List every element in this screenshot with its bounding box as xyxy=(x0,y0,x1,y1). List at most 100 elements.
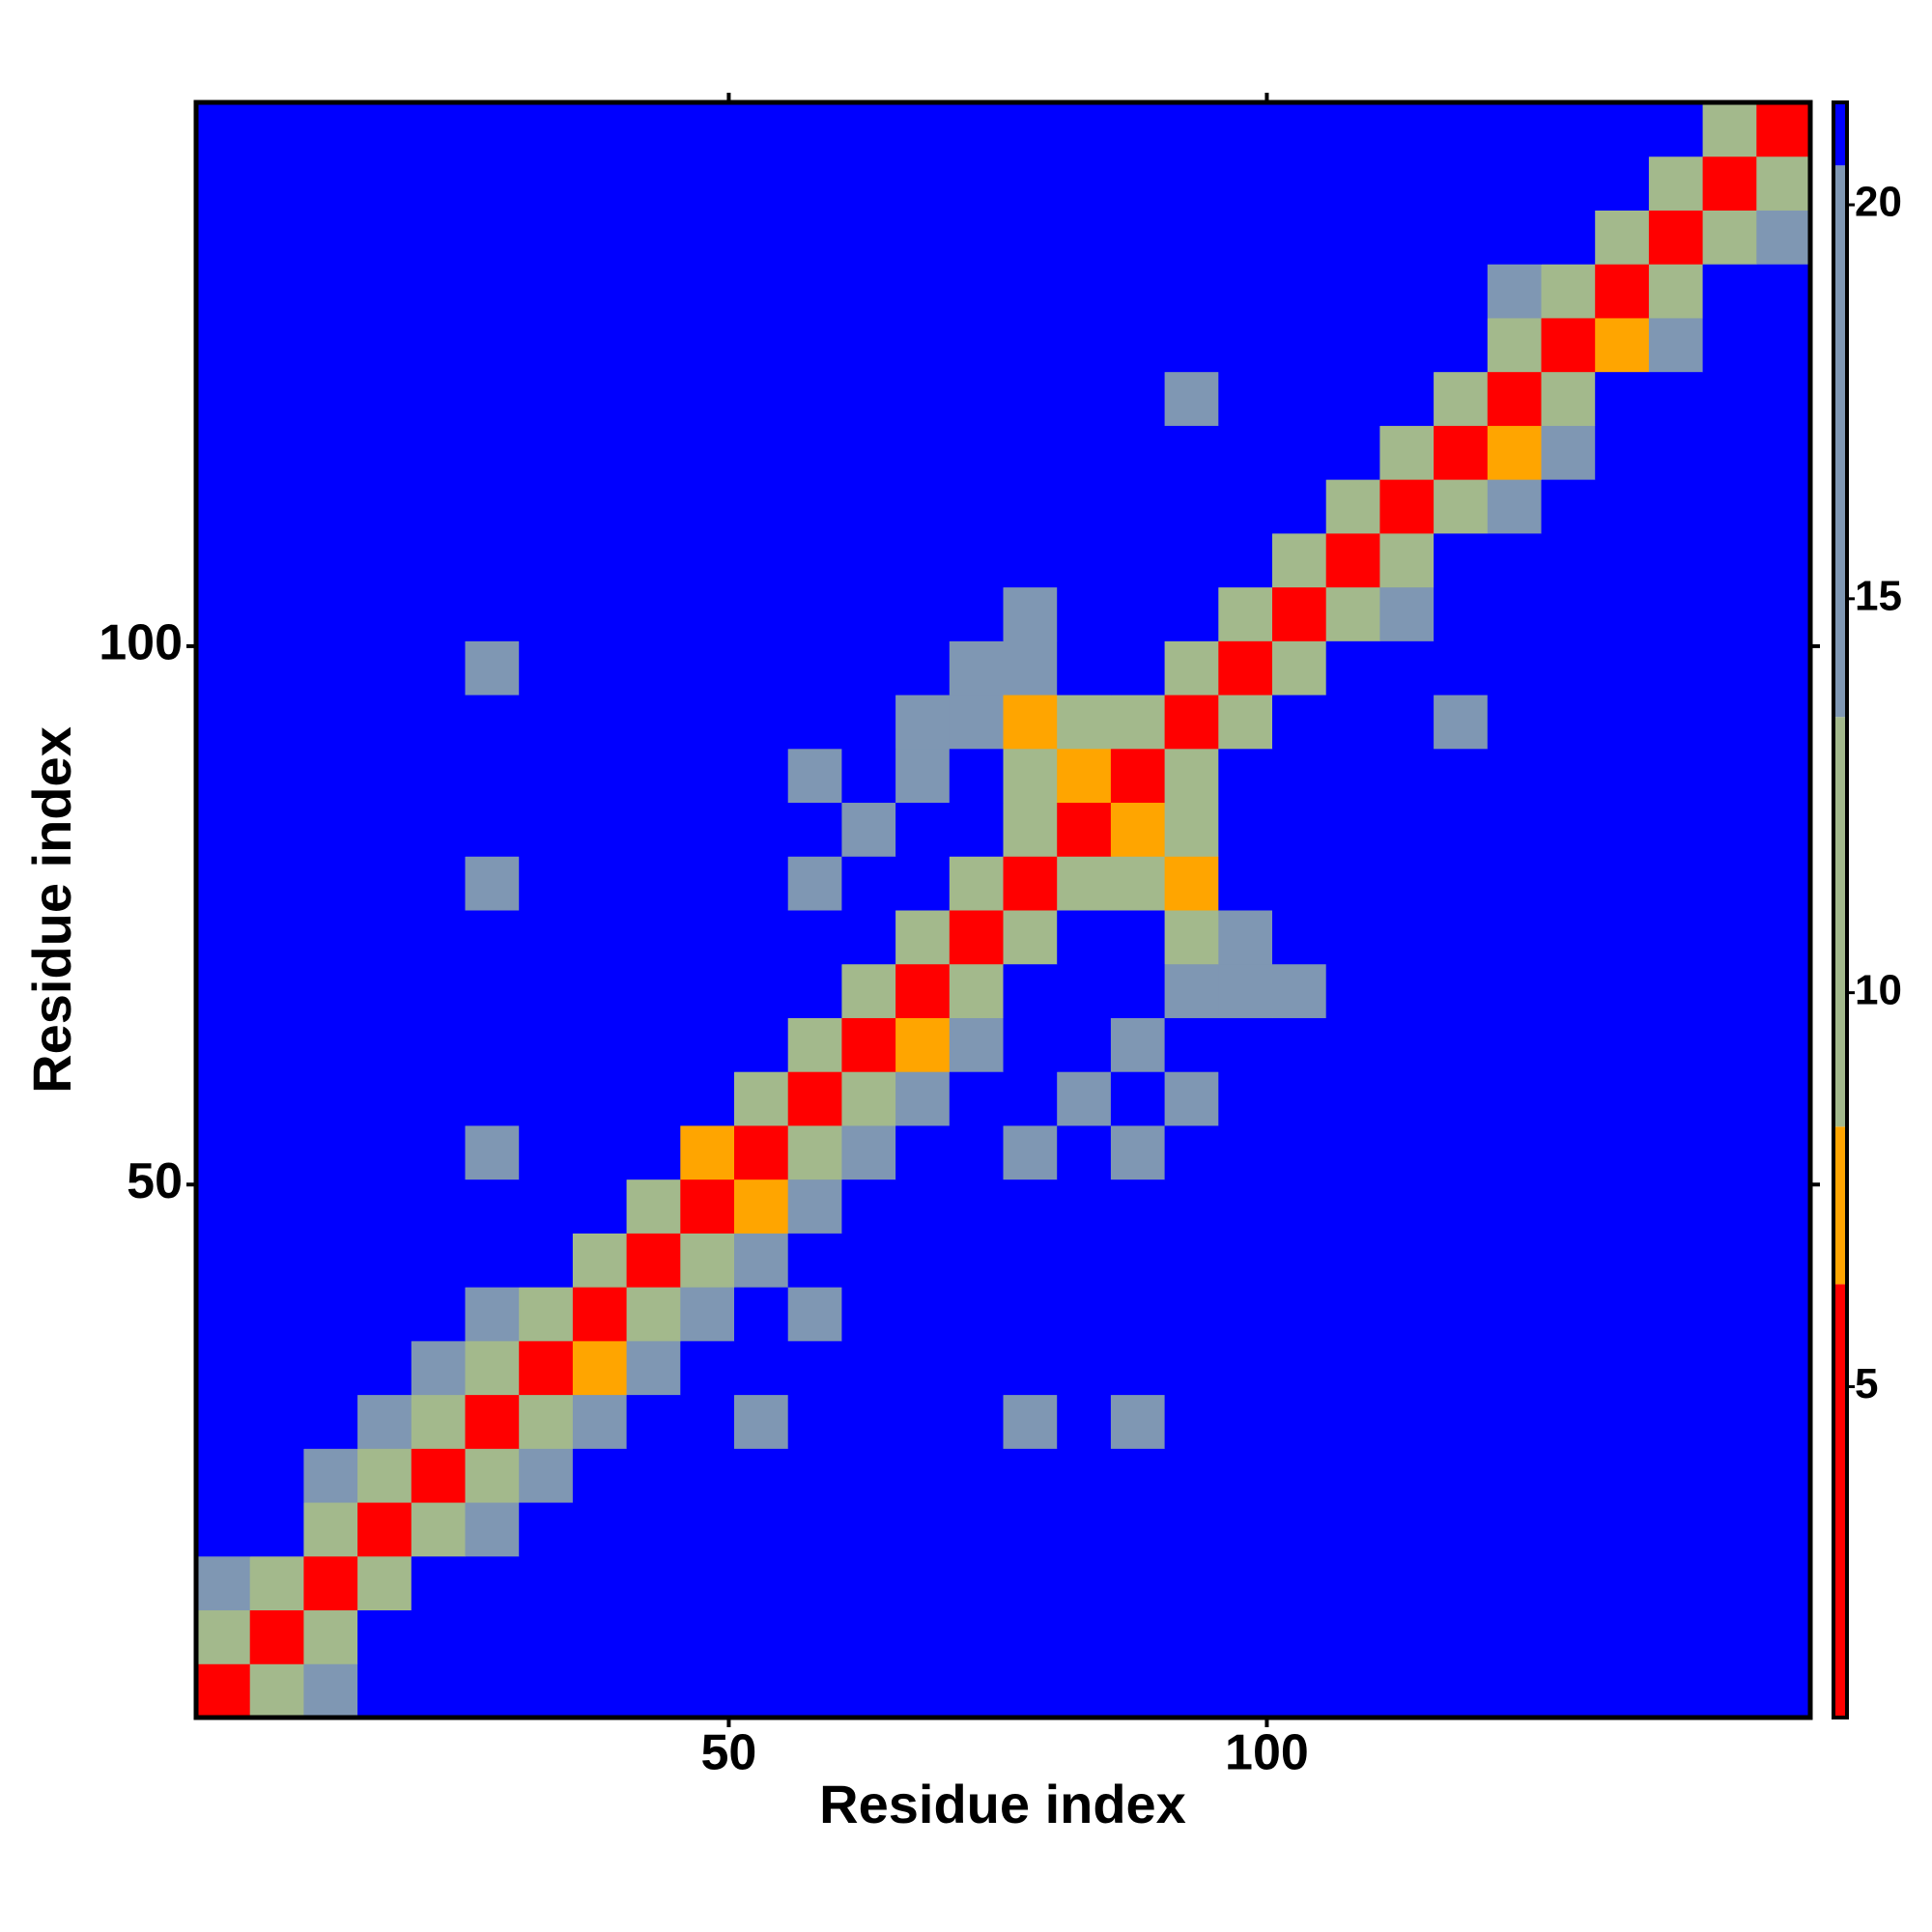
heatmap-cell xyxy=(519,1502,574,1557)
heatmap-cell xyxy=(787,1233,842,1288)
heatmap-cell xyxy=(303,1124,358,1180)
heatmap-cell xyxy=(411,640,466,696)
heatmap-cell xyxy=(196,748,251,804)
heatmap-cell xyxy=(357,910,412,965)
heatmap-cell xyxy=(196,1448,251,1503)
heatmap-cell xyxy=(787,1609,842,1664)
heatmap-cell xyxy=(626,802,681,857)
heatmap-cell xyxy=(1702,1071,1757,1126)
heatmap-cell xyxy=(1648,695,1704,750)
heatmap-cell xyxy=(1756,1448,1811,1503)
heatmap-cell xyxy=(303,802,358,857)
heatmap-cell xyxy=(572,1287,628,1342)
heatmap-cell xyxy=(787,963,842,1018)
heatmap-cell xyxy=(1272,1663,1327,1719)
heatmap-cell xyxy=(519,425,574,480)
heatmap-cell xyxy=(1003,1017,1058,1072)
heatmap-cell xyxy=(1541,1340,1596,1396)
heatmap-cell xyxy=(680,1071,735,1126)
heatmap-cell xyxy=(734,1663,789,1719)
heatmap-cell xyxy=(411,479,466,534)
heatmap-cell xyxy=(1434,264,1489,319)
heatmap-cell xyxy=(1541,1071,1596,1126)
heatmap-cell xyxy=(1057,425,1112,480)
heatmap-cell xyxy=(357,1124,412,1180)
heatmap-cell xyxy=(1487,156,1542,211)
heatmap-cell xyxy=(1434,102,1489,157)
heatmap-cell xyxy=(357,1071,412,1126)
heatmap-cell xyxy=(249,1663,304,1719)
heatmap-cell xyxy=(841,1502,896,1557)
heatmap-cell xyxy=(572,802,628,857)
heatmap-cell xyxy=(895,1233,951,1288)
heatmap-cell xyxy=(1487,1287,1542,1342)
heatmap-cell xyxy=(1756,210,1811,265)
heatmap-cell xyxy=(734,856,789,911)
heatmap-cell xyxy=(1702,586,1757,641)
heatmap-cell xyxy=(1756,1017,1811,1072)
heatmap-cell xyxy=(1595,1394,1650,1449)
heatmap-cell xyxy=(1541,371,1596,426)
heatmap-cell xyxy=(1541,1663,1596,1719)
heatmap-cell xyxy=(1648,856,1704,911)
heatmap-cell xyxy=(1272,640,1327,696)
heatmap-cell xyxy=(626,1287,681,1342)
heatmap-cell xyxy=(303,156,358,211)
heatmap-cell xyxy=(1003,264,1058,319)
heatmap-cell xyxy=(1057,963,1112,1018)
heatmap-cell xyxy=(626,317,681,373)
heatmap-cell xyxy=(1702,748,1757,804)
heatmap-cell xyxy=(1218,1555,1273,1611)
heatmap-cell xyxy=(734,963,789,1018)
heatmap-cell xyxy=(572,1179,628,1234)
heatmap-cell xyxy=(1648,1663,1704,1719)
heatmap-cell xyxy=(411,1502,466,1557)
heatmap-cell xyxy=(303,1071,358,1126)
heatmap-cell xyxy=(1434,963,1489,1018)
heatmap-cell xyxy=(895,1609,951,1664)
heatmap-cell xyxy=(1218,910,1273,965)
heatmap-cell xyxy=(1648,317,1704,373)
heatmap-cell xyxy=(1595,479,1650,534)
heatmap-cell xyxy=(465,1124,520,1180)
heatmap-cell xyxy=(1702,264,1757,319)
heatmap-cell xyxy=(1272,425,1327,480)
heatmap-cell xyxy=(1756,317,1811,373)
heatmap-cell xyxy=(787,856,842,911)
heatmap-cell xyxy=(734,1179,789,1234)
heatmap-cell xyxy=(572,479,628,534)
heatmap-cell xyxy=(787,1394,842,1449)
heatmap-cell xyxy=(949,910,1004,965)
heatmap-cell xyxy=(949,317,1004,373)
heatmap-cell xyxy=(411,1609,466,1664)
heatmap-cell xyxy=(626,425,681,480)
heatmap-cell xyxy=(949,156,1004,211)
heatmap-cell xyxy=(1218,963,1273,1018)
heatmap-cell xyxy=(1756,963,1811,1018)
heatmap-cell xyxy=(1057,1340,1112,1396)
heatmap-cell xyxy=(1541,479,1596,534)
heatmap-cell xyxy=(411,748,466,804)
heatmap-cell xyxy=(1110,1555,1166,1611)
heatmap-cell xyxy=(411,425,466,480)
heatmap-cell xyxy=(303,1394,358,1449)
heatmap-cell xyxy=(1379,1448,1435,1503)
heatmap-cell xyxy=(1218,425,1273,480)
heatmap-cell xyxy=(734,156,789,211)
heatmap-cell xyxy=(572,1555,628,1611)
heatmap-cell xyxy=(1702,210,1757,265)
heatmap-cell xyxy=(411,695,466,750)
heatmap-cell xyxy=(249,963,304,1018)
heatmap-cell xyxy=(1434,1555,1489,1611)
heatmap-cell xyxy=(196,102,251,157)
heatmap-cell xyxy=(196,264,251,319)
heatmap-cell xyxy=(1434,1394,1489,1449)
heatmap-cell xyxy=(787,371,842,426)
heatmap-cell xyxy=(1648,156,1704,211)
heatmap-cell xyxy=(949,856,1004,911)
heatmap-cell xyxy=(357,425,412,480)
heatmap-cell xyxy=(519,210,574,265)
heatmap-cell xyxy=(1487,1555,1542,1611)
heatmap-cell xyxy=(1487,479,1542,534)
heatmap-cell xyxy=(1110,910,1166,965)
